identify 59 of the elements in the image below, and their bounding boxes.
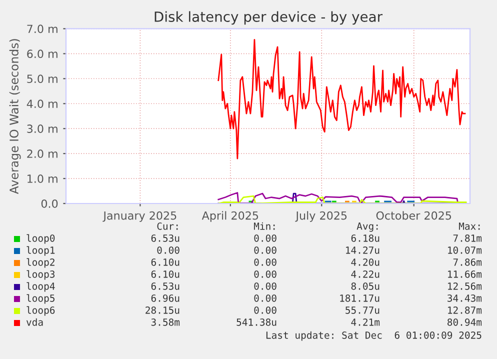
text: 0.00	[254, 306, 276, 314]
text: 4.21m	[351, 318, 380, 326]
text: Max:	[458, 222, 480, 230]
legend-label: loop0	[26, 234, 55, 244]
text: 4.20u	[351, 258, 380, 266]
legend-label: loop1	[26, 246, 55, 256]
text: 10.07m	[448, 246, 482, 254]
text: 8.05u	[351, 282, 380, 290]
y-axis-title: Average IO Wait (seconds)	[9, 39, 21, 194]
legend-label: loop5	[26, 294, 54, 304]
text: 6.10u	[151, 258, 180, 266]
x-tick-label: July 2025	[295, 211, 347, 222]
text: 34.43m	[448, 294, 482, 302]
text: 6.53u	[151, 282, 180, 290]
text: 541.38u	[236, 318, 276, 326]
text: 0.00	[254, 282, 276, 290]
legend-label: vda	[26, 318, 43, 326]
x-tick-label: April 2025	[202, 211, 258, 222]
y-tick-label: 2.0 m	[27, 150, 58, 158]
text: 0.00	[254, 246, 276, 254]
y-tick-label: 1.0 m	[28, 174, 58, 183]
x-tick-label: October 2025	[376, 211, 452, 220]
text: Avg:	[356, 222, 378, 232]
text: 6.10u	[151, 270, 180, 278]
text: 6.18u	[351, 234, 380, 242]
legend-label: loop4	[26, 282, 55, 292]
y-tick-label: 4.0 m	[26, 100, 58, 108]
text: 12.87m	[448, 306, 482, 314]
legend-label: loop6	[26, 306, 55, 316]
y-tick-label: 0.0	[41, 199, 58, 208]
text: 0.00	[254, 234, 276, 242]
text: 6.53u	[151, 234, 180, 242]
text: 0.00	[157, 246, 180, 254]
text: 11.66m	[448, 270, 482, 278]
text: Last update: Sat Dec 6 01:00:09 2025	[266, 331, 482, 341]
text: 80.94m	[448, 318, 482, 326]
text: 7.86m	[453, 258, 482, 266]
text: 7.81m	[453, 234, 482, 242]
text: 0.00	[254, 258, 276, 266]
text: 12.56m	[448, 282, 482, 290]
text: 14.27u	[346, 246, 380, 254]
x-tick-label: January 2025	[102, 211, 176, 222]
text: Min:	[254, 222, 275, 230]
text: 28.15u	[146, 306, 180, 314]
y-tick-label: 5.0 m	[27, 74, 58, 84]
chart-title: Disk latency per device - by year	[154, 11, 383, 25]
text: 0.00	[254, 294, 276, 302]
text: 4.22u	[351, 270, 380, 278]
text: 0.00	[254, 270, 276, 278]
y-tick-label: 3.0 m	[27, 124, 58, 133]
text: 6.96u	[151, 294, 180, 302]
text: 3.58m	[151, 318, 180, 326]
legend-label: loop3	[26, 270, 55, 280]
legend-label: loop2	[26, 258, 54, 268]
text: 181.17u	[340, 294, 380, 302]
text: 55.77u	[346, 306, 380, 314]
y-tick-label: 6.0 m	[27, 50, 58, 58]
y-tick-label: 7.0 m	[27, 24, 58, 34]
text: Cur:	[157, 222, 178, 230]
